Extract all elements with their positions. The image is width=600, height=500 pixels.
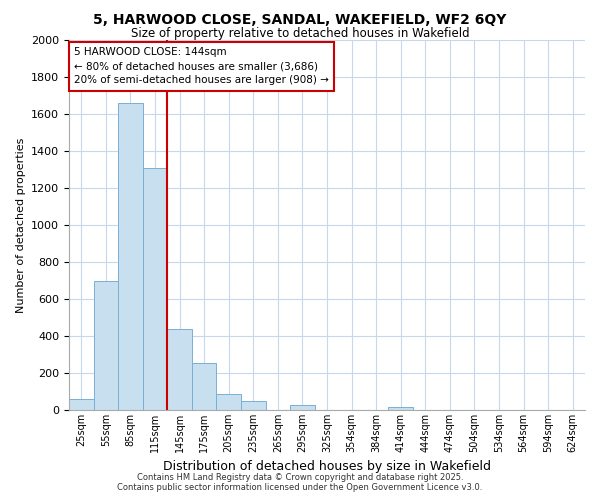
Bar: [167, 328, 192, 410]
Bar: [118, 103, 143, 410]
Bar: [94, 280, 118, 410]
Bar: [241, 401, 266, 410]
Bar: [192, 363, 217, 410]
X-axis label: Distribution of detached houses by size in Wakefield: Distribution of detached houses by size …: [163, 460, 491, 473]
Text: 5 HARWOOD CLOSE: 144sqm
← 80% of detached houses are smaller (3,686)
20% of semi: 5 HARWOOD CLOSE: 144sqm ← 80% of detache…: [74, 48, 329, 86]
Bar: [143, 168, 167, 410]
Y-axis label: Number of detached properties: Number of detached properties: [16, 138, 26, 312]
Text: Contains HM Land Registry data © Crown copyright and database right 2025.
Contai: Contains HM Land Registry data © Crown c…: [118, 473, 482, 492]
Text: Size of property relative to detached houses in Wakefield: Size of property relative to detached ho…: [131, 28, 469, 40]
Bar: [388, 407, 413, 410]
Bar: [217, 394, 241, 410]
Bar: [69, 399, 94, 410]
Bar: [290, 406, 315, 410]
Text: 5, HARWOOD CLOSE, SANDAL, WAKEFIELD, WF2 6QY: 5, HARWOOD CLOSE, SANDAL, WAKEFIELD, WF2…: [94, 12, 506, 26]
